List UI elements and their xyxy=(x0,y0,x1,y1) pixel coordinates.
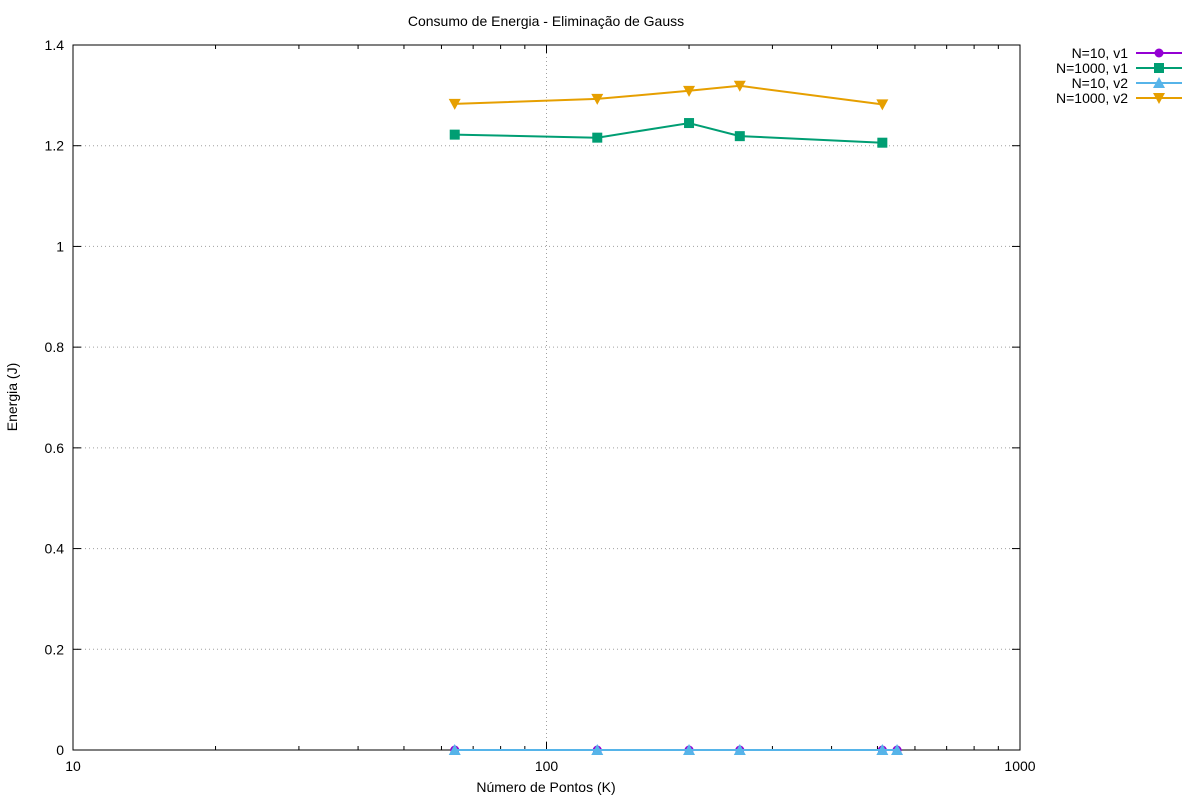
series-line xyxy=(454,122,883,144)
data-point xyxy=(876,744,889,755)
data-point xyxy=(733,744,746,755)
legend: N=10, v1N=1000, v1N=10, v2N=1000, v2 xyxy=(1056,45,1182,106)
series-4 xyxy=(448,80,889,111)
data-point xyxy=(448,98,461,110)
legend-label: N=10, v1 xyxy=(1072,45,1129,61)
data-point xyxy=(891,744,904,755)
y-tick-label: 0.8 xyxy=(45,339,65,355)
axis-ticks: 0 0.2 0.4 0.6 0.8 1 1.2 1.4 10 100 1000 xyxy=(45,37,1036,774)
y-axis-title: Energia (J) xyxy=(4,363,20,431)
x-axis-title: Número de Pontos (K) xyxy=(476,779,615,795)
y-tick-label: 1 xyxy=(56,238,64,254)
y-tick-label: 1.4 xyxy=(45,37,65,53)
y-tick-label: 0.6 xyxy=(45,440,65,456)
x-tick-label: 10 xyxy=(65,758,81,774)
series-3 xyxy=(448,744,904,755)
legend-marker xyxy=(1153,77,1165,88)
legend-item: N=1000, v1 xyxy=(1056,60,1182,76)
series-line xyxy=(454,84,883,106)
legend-item: N=1000, v2 xyxy=(1056,90,1182,106)
data-point xyxy=(591,744,604,755)
legend-marker xyxy=(1154,63,1164,73)
x-tick-label: 1000 xyxy=(1004,758,1035,774)
y-tick-label: 0.4 xyxy=(45,541,65,557)
legend-marker xyxy=(1154,48,1164,58)
legend-marker xyxy=(1153,93,1165,104)
legend-item: N=10, v2 xyxy=(1072,75,1182,91)
legend-item: N=10, v1 xyxy=(1072,45,1182,61)
series-group xyxy=(448,80,904,755)
chart-title: Consumo de Energia - Eliminação de Gauss xyxy=(408,13,684,29)
data-point xyxy=(733,80,746,92)
data-point xyxy=(683,85,696,97)
data-point xyxy=(448,744,461,755)
data-point xyxy=(591,93,604,105)
data-point xyxy=(734,131,745,142)
y-tick-label: 0.2 xyxy=(45,641,65,657)
data-point xyxy=(877,137,888,148)
grid xyxy=(73,45,1020,750)
series-2 xyxy=(449,118,888,148)
data-point xyxy=(449,129,460,140)
data-point xyxy=(876,99,889,111)
data-point xyxy=(592,132,603,143)
legend-label: N=1000, v1 xyxy=(1056,60,1128,76)
legend-label: N=1000, v2 xyxy=(1056,90,1128,106)
data-point xyxy=(683,744,696,755)
y-tick-label: 1.2 xyxy=(45,138,65,154)
x-tick-label: 100 xyxy=(535,758,559,774)
data-point xyxy=(684,118,695,129)
legend-label: N=10, v2 xyxy=(1072,75,1129,91)
y-tick-label: 0 xyxy=(56,742,64,758)
